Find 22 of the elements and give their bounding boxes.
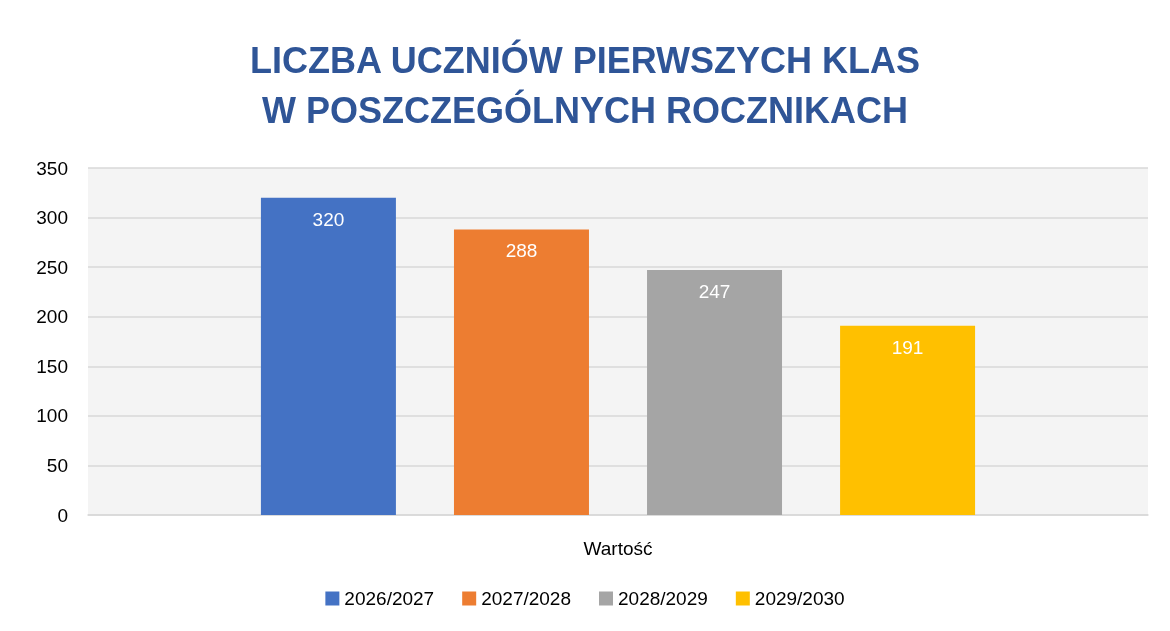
legend-label: 2027/2028	[481, 588, 572, 609]
data-label: 320	[312, 208, 345, 230]
y-tick-label: 150	[36, 355, 68, 377]
legend-label: 2028/2029	[618, 588, 708, 609]
chart-title: LICZBA UCZNIÓW PIERWSZYCH KLAS W POSZCZEGÓLNYCH ROCZNIKACH	[250, 38, 920, 131]
legend-label: 2029/2030	[754, 588, 845, 609]
y-tick-label: 300	[36, 207, 68, 229]
y-tick-label: 100	[36, 405, 68, 427]
y-tick-label: 350	[36, 157, 68, 179]
y-tick-label: 50	[46, 454, 68, 476]
bar	[260, 197, 396, 515]
bar	[840, 325, 976, 515]
data-label: 247	[698, 281, 731, 303]
y-tick-label: 200	[36, 306, 68, 328]
data-label: 191	[891, 336, 924, 358]
bar	[453, 229, 589, 515]
bar	[647, 270, 783, 515]
legend-label: 2026/2027	[344, 588, 435, 609]
x-tick-label: Wartość	[583, 538, 653, 559]
y-tick-label: 0	[57, 504, 68, 526]
data-label: 288	[505, 240, 538, 262]
y-tick-label: 250	[36, 256, 68, 278]
